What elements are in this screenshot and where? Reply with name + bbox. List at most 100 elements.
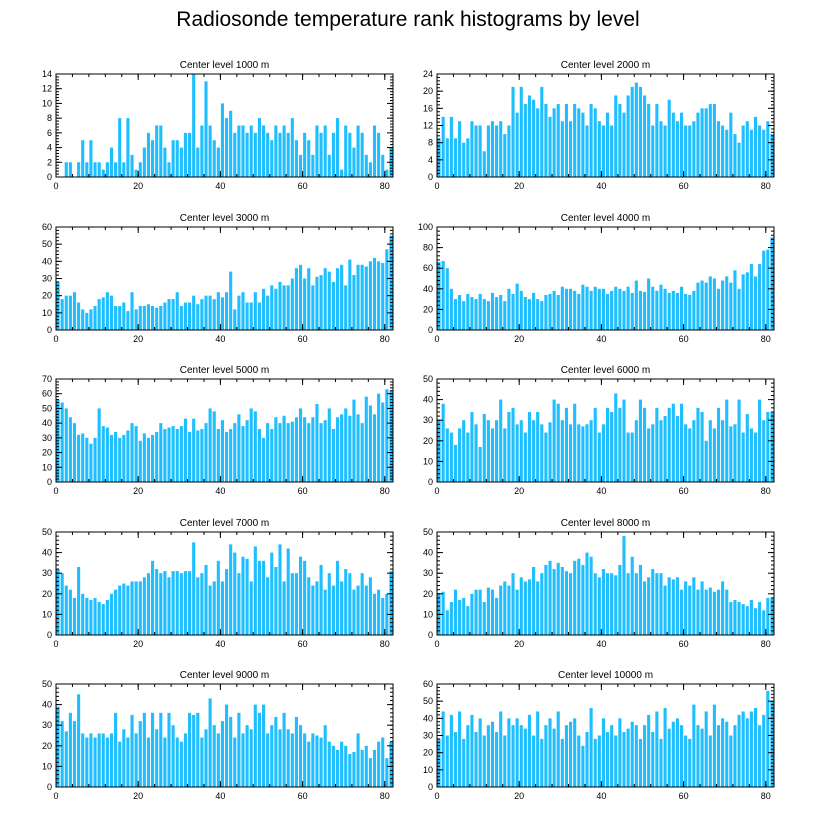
- x-tick-label: 80: [380, 181, 390, 191]
- histogram-bar: [626, 95, 630, 177]
- panel-title: Center level 1000 m: [180, 60, 270, 71]
- panel-title: Center level 4000 m: [561, 213, 651, 224]
- histogram-bar: [474, 299, 478, 330]
- histogram-bar: [560, 738, 564, 787]
- histogram-bar: [97, 733, 101, 787]
- histogram-bar: [700, 280, 704, 330]
- histogram-bar: [335, 560, 340, 635]
- histogram-bar: [741, 711, 745, 787]
- histogram-bar: [335, 118, 340, 177]
- histogram-bar: [462, 301, 466, 330]
- histogram-bar: [64, 585, 68, 635]
- histogram-bar: [684, 293, 688, 330]
- histogram-bar: [749, 711, 753, 787]
- histogram-bar: [245, 132, 249, 177]
- x-tick-label: 80: [761, 334, 771, 344]
- histogram-bar: [352, 589, 356, 635]
- histogram-bar: [270, 725, 274, 787]
- histogram-panel-6: Center level 6000 m 0 20 40 60 80 0 10 20 30 40 50: [423, 365, 775, 496]
- y-tick-label: 30: [42, 433, 52, 443]
- histogram-bar: [220, 297, 224, 330]
- histogram-bar: [257, 429, 261, 482]
- histogram-bar: [335, 749, 340, 787]
- histogram-bar: [753, 116, 758, 177]
- histogram-bar: [286, 729, 290, 787]
- histogram-bar: [68, 295, 72, 330]
- x-tick-label: 40: [596, 486, 606, 496]
- histogram-bar: [770, 237, 774, 330]
- histogram-bar: [216, 560, 220, 635]
- histogram-bar: [630, 86, 634, 178]
- y-tick-label: 10: [423, 765, 433, 775]
- histogram-bar: [93, 305, 97, 330]
- histogram-bar: [667, 728, 671, 787]
- y-tick-label: 8: [428, 138, 433, 148]
- x-tick-label: 80: [380, 486, 390, 496]
- histogram-bar: [344, 408, 348, 482]
- histogram-bar: [618, 288, 622, 330]
- histogram-bar: [290, 118, 294, 177]
- histogram-bar: [364, 396, 368, 482]
- histogram-bar: [610, 411, 614, 482]
- x-tick-label: 40: [215, 486, 225, 496]
- histogram-bar: [679, 725, 684, 787]
- y-tick-label: 8: [47, 113, 52, 123]
- histogram-bar: [556, 562, 560, 635]
- histogram-bar: [183, 132, 188, 177]
- histogram-bar: [196, 712, 200, 787]
- histogram-bar: [233, 132, 237, 177]
- histogram-bar: [667, 99, 671, 177]
- histogram-bar: [470, 593, 474, 635]
- x-tick-label: 60: [679, 334, 689, 344]
- histogram-bar: [323, 420, 327, 482]
- histogram-bar: [192, 74, 196, 177]
- histogram-bar: [175, 737, 179, 787]
- histogram-bar: [241, 556, 245, 635]
- histogram-bar: [183, 571, 188, 635]
- y-tick-label: 12: [42, 84, 52, 94]
- histogram-bar: [651, 125, 655, 177]
- histogram-bar: [675, 718, 679, 787]
- histogram-bar: [675, 577, 679, 635]
- histogram-bar: [155, 569, 159, 635]
- y-tick-label: 10: [423, 456, 433, 466]
- histogram-bar: [733, 424, 737, 482]
- histogram-bar: [278, 423, 282, 482]
- histogram-bar: [708, 276, 712, 330]
- histogram-bar: [229, 429, 233, 482]
- histogram-bar: [114, 589, 118, 635]
- histogram-bar: [647, 577, 651, 635]
- histogram-bar: [679, 403, 684, 482]
- histogram-bar: [290, 278, 294, 330]
- histogram-bar: [618, 407, 622, 482]
- histogram-bar: [700, 108, 704, 177]
- histogram-bar: [183, 302, 188, 330]
- histogram-bar: [344, 569, 348, 635]
- x-tick-label: 60: [298, 791, 308, 801]
- x-tick-label: 80: [761, 486, 771, 496]
- histogram-bar: [188, 302, 192, 330]
- histogram-bar: [696, 112, 700, 178]
- histogram-bar: [470, 714, 474, 787]
- histogram-bar: [344, 745, 348, 787]
- histogram-bar: [261, 704, 266, 787]
- histogram-bar: [77, 162, 81, 177]
- histogram-bar: [109, 733, 114, 787]
- histogram-bar: [749, 599, 753, 635]
- histogram-bar: [274, 417, 278, 482]
- histogram-bar: [134, 733, 138, 787]
- histogram-bar: [307, 268, 311, 330]
- histogram-bar: [266, 295, 270, 330]
- histogram-bar: [122, 434, 126, 482]
- histogram-bar: [134, 309, 138, 330]
- histogram-bar: [544, 104, 548, 177]
- histogram-bar: [610, 725, 614, 787]
- histogram-bar: [478, 589, 482, 635]
- histogram-bar: [577, 558, 581, 635]
- histogram-bar: [377, 393, 381, 482]
- histogram-bar: [68, 589, 72, 635]
- histogram-bar: [577, 293, 581, 330]
- histogram-bar: [532, 99, 536, 177]
- y-tick-label: 50: [423, 696, 433, 706]
- histogram-bar: [253, 546, 257, 635]
